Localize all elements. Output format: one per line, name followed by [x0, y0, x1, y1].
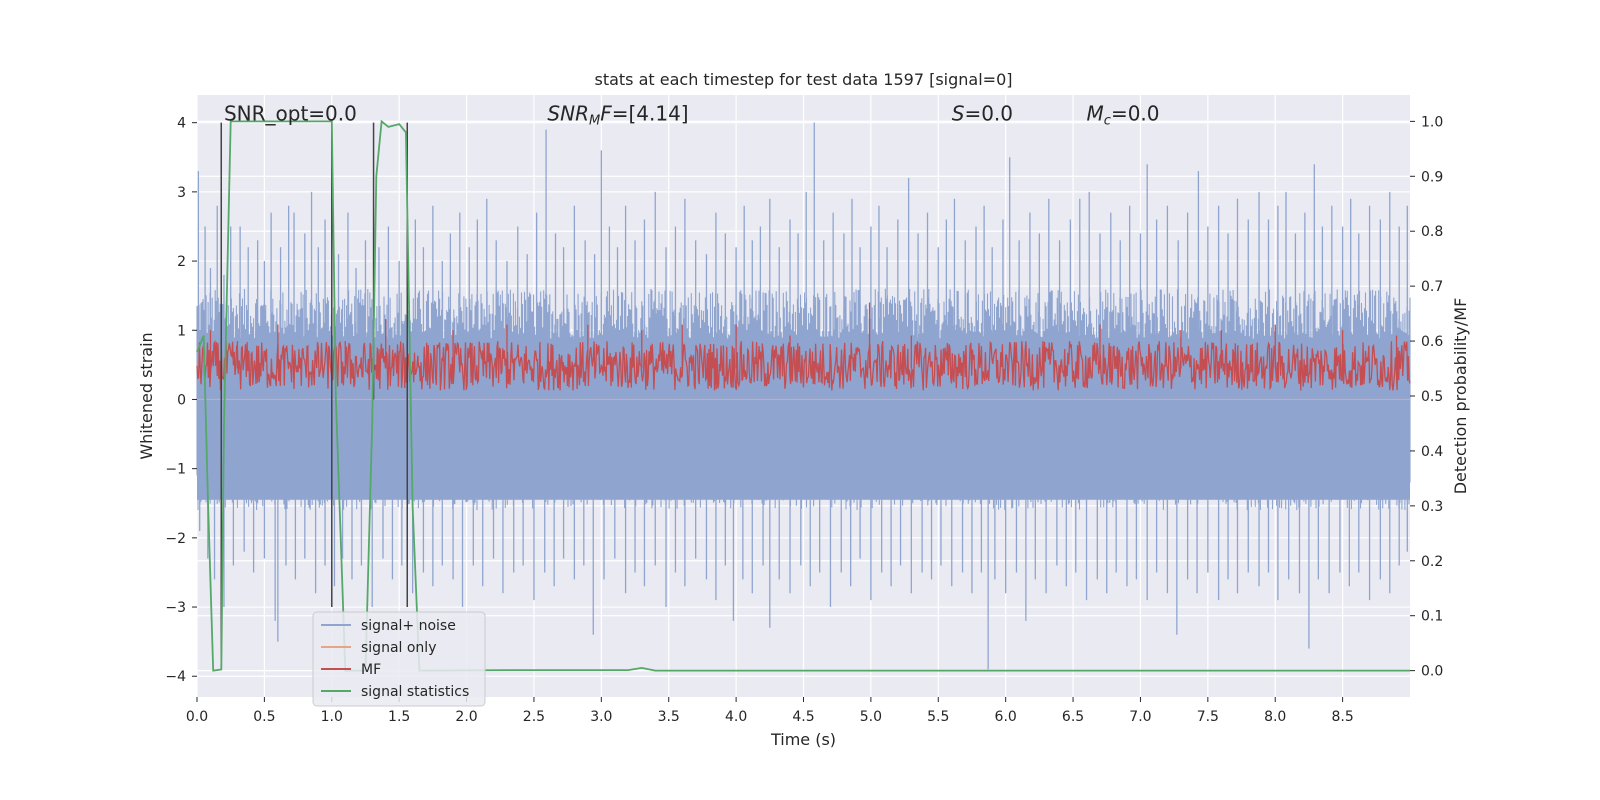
y-right-tick-label: 0.3	[1421, 499, 1443, 515]
y-right-tick-label: 0.5	[1421, 389, 1443, 405]
x-tick-label: 7.0	[1129, 709, 1151, 725]
y-right-tick-label: 0.7	[1421, 279, 1443, 295]
x-tick-label: 0.5	[253, 709, 275, 725]
legend-label: signal only	[361, 640, 436, 656]
annotation-text: S=0.0	[952, 102, 1013, 126]
y-tick-label: −1	[165, 462, 186, 478]
x-tick-label: 5.0	[860, 709, 882, 725]
x-tick-label: 8.0	[1264, 709, 1286, 725]
y-right-tick-label: 0.6	[1421, 334, 1443, 350]
x-tick-label: 5.5	[927, 709, 949, 725]
legend: signal+ noise signal only MF signal statist…	[312, 611, 486, 707]
y-tick-label: 3	[177, 185, 186, 201]
x-tick-label: 3.5	[658, 709, 680, 725]
signal-statistics-line	[196, 119, 1410, 672]
axis-ticks: 0.0 0.5 1.0 1.5 2.0 2.5 3.0 3.5 4.0 4.5 5.0 5.5 6.0 6…	[165, 114, 1443, 725]
x-tick-label: 7.5	[1197, 709, 1219, 725]
y-right-tick-label: 0.4	[1421, 444, 1443, 460]
x-tick-label: 4.5	[792, 709, 814, 725]
x-tick-label: 2.0	[455, 709, 477, 725]
legend-box	[312, 611, 486, 707]
mf-line	[196, 339, 1411, 391]
x-tick-label: 0.0	[186, 709, 208, 725]
y-right-tick-label: 0.2	[1421, 554, 1443, 570]
x-tick-label: 3.0	[590, 709, 612, 725]
series-marks	[196, 119, 1411, 672]
legend-label: MF	[361, 662, 381, 678]
y-tick-label: −3	[165, 600, 186, 616]
x-tick-label: 1.0	[321, 709, 343, 725]
legend-label: signal+ noise	[361, 618, 456, 634]
y-tick-label: 2	[177, 254, 186, 270]
x-tick-label: 4.0	[725, 709, 747, 725]
x-tick-label: 8.5	[1331, 709, 1353, 725]
y-right-tick-label: 0.9	[1421, 169, 1443, 185]
x-tick-label: 6.5	[1062, 709, 1084, 725]
y-tick-label: 0	[177, 392, 186, 408]
chart-title: stats at each timestep for test data 159…	[594, 70, 1012, 89]
y-right-axis-label: Detection probability/MF	[1451, 298, 1470, 495]
y-right-tick-label: 0.1	[1421, 609, 1443, 625]
annotation-text: Mc=0.0	[1087, 102, 1160, 129]
y-right-tick-label: 0.0	[1421, 664, 1443, 680]
y-tick-label: 4	[177, 116, 186, 132]
annotation-text: SNRMF=[4.14]	[547, 102, 688, 129]
y-tick-label: −2	[165, 531, 186, 547]
annotation-text: SNR_opt=0.0	[224, 102, 357, 126]
x-tick-label: 6.0	[995, 709, 1017, 725]
legend-label: signal statistics	[361, 684, 469, 700]
y-right-tick-label: 1.0	[1421, 114, 1443, 130]
x-axis-label: Time (s)	[770, 730, 836, 749]
y-axis-label: Whitened strain	[137, 332, 156, 459]
x-tick-label: 2.5	[523, 709, 545, 725]
y-tick-label: 1	[177, 323, 186, 339]
y-right-tick-label: 0.8	[1421, 224, 1443, 240]
annotations: SNR_opt=0.0 SNRMF=[4.14] S=0.0 Mc=0.0	[224, 102, 1160, 129]
x-tick-label: 1.5	[388, 709, 410, 725]
y-tick-label: −4	[165, 669, 186, 685]
